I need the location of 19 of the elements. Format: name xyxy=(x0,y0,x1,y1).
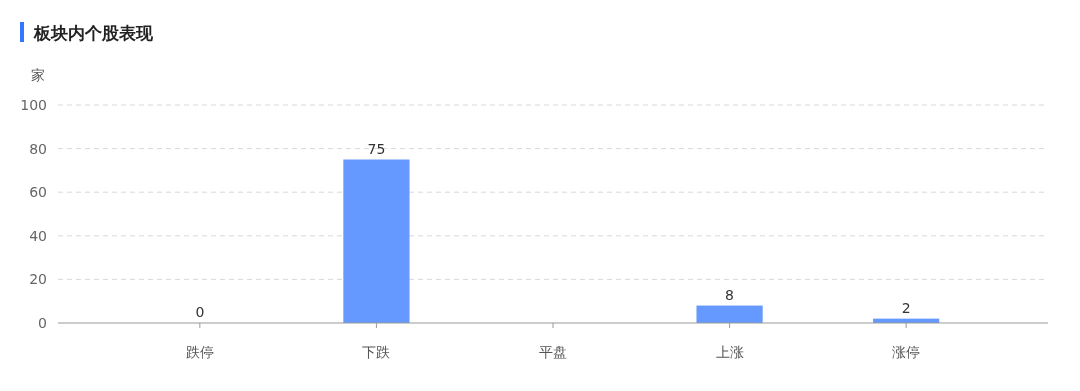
data-label: 8 xyxy=(725,286,735,303)
data-label: 75 xyxy=(367,140,386,157)
y-tick-label: 80 xyxy=(29,140,47,157)
x-tick-label: 下跌 xyxy=(362,344,391,360)
x-tick-label: 跌停 xyxy=(185,344,214,360)
y-tick-label: 60 xyxy=(29,184,47,201)
x-tick-label: 平盘 xyxy=(539,344,567,360)
data-label: 0 xyxy=(195,304,205,320)
data-label: 2 xyxy=(901,299,911,316)
y-tick-label: 0 xyxy=(38,315,47,331)
bar xyxy=(696,305,763,323)
x-tick-label: 涨停 xyxy=(892,344,921,360)
chart-title: 板块内个股表现 xyxy=(33,23,154,43)
bar xyxy=(343,159,410,323)
y-tick-label: 20 xyxy=(29,271,47,288)
y-tick-label: 100 xyxy=(20,97,47,113)
y-axis-title: 家 xyxy=(31,67,45,83)
x-tick-label: 上涨 xyxy=(715,344,744,360)
y-tick-label: 40 xyxy=(29,227,47,244)
